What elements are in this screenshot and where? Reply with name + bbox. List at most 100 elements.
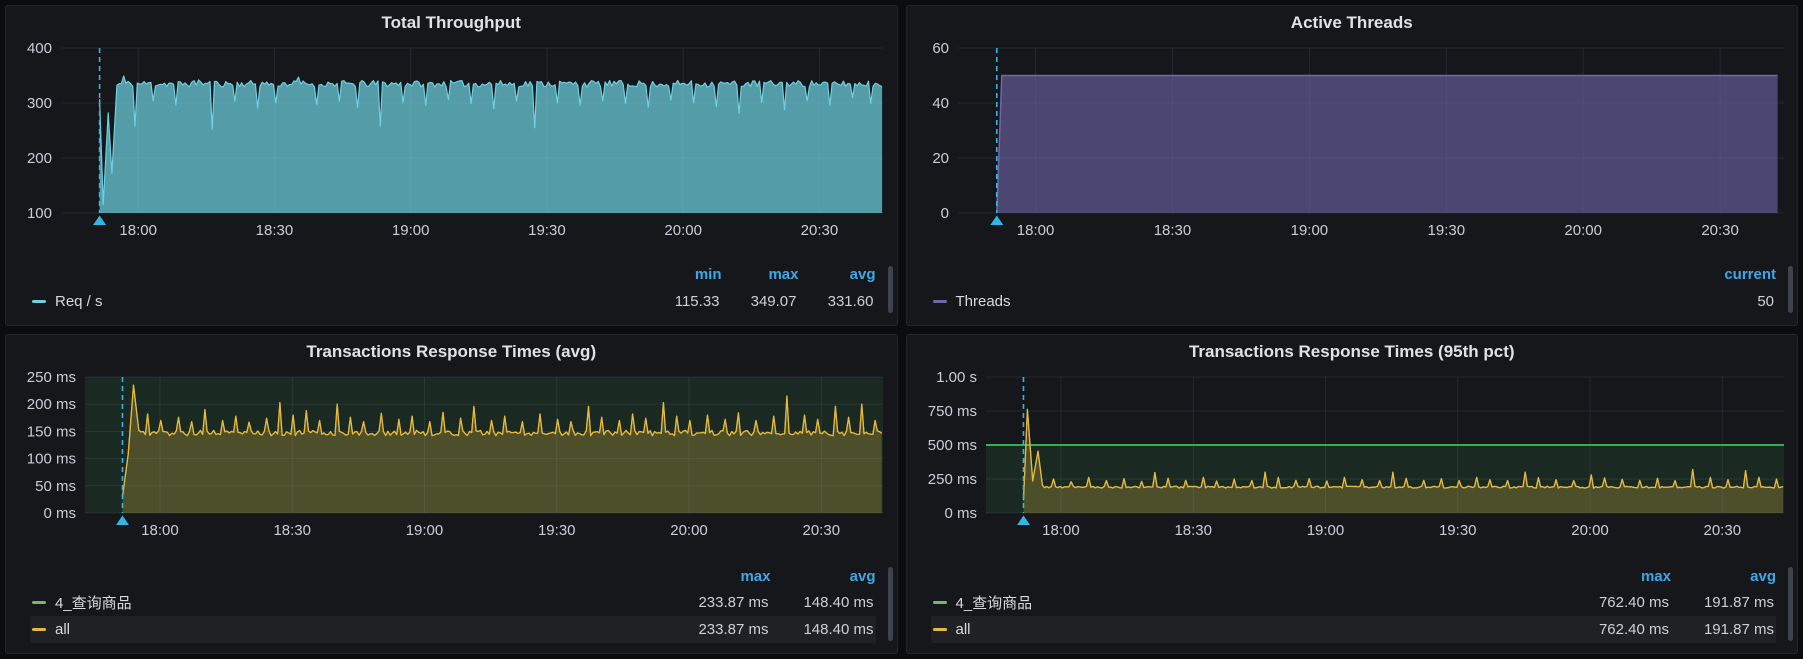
series-area-0 xyxy=(99,76,883,213)
legend-values: 233.87 ms 148.40 ms xyxy=(664,621,873,638)
series-area-0 xyxy=(996,75,1778,213)
response-times-avg-chart[interactable]: 0 ms 50 ms 100 ms 150 ms 200 ms 250 ms 18:00 18… xyxy=(15,369,889,543)
legend-column-header-avg[interactable]: avg xyxy=(849,567,876,585)
y-axis-tick-label: 200 xyxy=(27,150,52,167)
legend-scrollbar[interactable] xyxy=(1788,265,1793,313)
x-axis-tick-label: 18:00 xyxy=(1016,222,1054,239)
series-area-0 xyxy=(122,384,882,513)
series-line-0 xyxy=(99,75,883,206)
legend-values: 762.40 ms 191.87 ms xyxy=(1564,594,1774,611)
y-axis-tick-label: 20 xyxy=(932,150,949,167)
series-line-1 xyxy=(1022,408,1783,500)
legend-row: 4_查询商品 762.40 ms 191.87 ms xyxy=(931,589,1777,616)
legend-column-header-max[interactable]: max xyxy=(740,567,771,585)
x-axis-tick-label: 18:30 xyxy=(256,222,294,239)
series-line-1 xyxy=(121,384,883,497)
legend-series-label[interactable]: Threads xyxy=(955,292,1011,310)
legend-stat-value: 349.07 xyxy=(750,292,797,310)
series-color-marker-icon xyxy=(932,601,947,604)
y-axis-tick-label: 150 ms xyxy=(27,423,76,440)
series-color-marker-icon xyxy=(932,628,947,631)
x-axis-tick-label: 18:30 xyxy=(1174,522,1212,539)
annotation-marker-icon[interactable] xyxy=(989,215,1003,226)
x-axis-tick-label: 18:00 xyxy=(141,522,179,539)
annotation-marker-icon[interactable] xyxy=(116,515,129,525)
x-axis-tick-label: 19:30 xyxy=(1438,522,1476,539)
legend-rows: 4_查询商品 762.40 ms 191.87 ms all 762.40 ms 191.… xyxy=(930,589,1777,643)
legend-series-label[interactable]: 4_查询商品 xyxy=(955,595,1033,612)
y-axis-tick-label: 100 ms xyxy=(27,450,76,467)
panel-response-times-95th: Transactions Response Times (95th pct) 0… xyxy=(905,333,1798,654)
x-axis-tick-label: 20:30 xyxy=(803,522,841,539)
y-axis-tick-label: 50 ms xyxy=(35,477,76,494)
x-axis-tick-label: 18:30 xyxy=(1153,222,1191,239)
panel-total-throughput: Total Throughput 100 200 300 400 18:00 18:30 1… xyxy=(5,5,898,326)
legend-column-header-max[interactable]: max xyxy=(1640,567,1671,585)
chart-area: 0 20 40 60 18:00 18:30 19:00 19:30 20:00 20:30 xyxy=(907,38,1798,243)
threshold-ok-region xyxy=(85,376,883,513)
y-axis-tick-label: 1.00 s xyxy=(936,369,977,386)
series-color-marker-icon xyxy=(32,628,46,631)
legend-series-label[interactable]: all xyxy=(55,621,71,638)
legend-scrollbar[interactable] xyxy=(887,265,893,313)
legend-stat-value: 331.60 xyxy=(827,292,874,310)
legend-series-label[interactable]: 4_查询商品 xyxy=(55,595,132,612)
legend-rows: Req / s 115.33 349.07 331.60 xyxy=(30,288,876,315)
annotation-marker-icon[interactable] xyxy=(93,215,107,226)
legend-scrollbar[interactable] xyxy=(1788,567,1793,641)
y-axis-tick-label: 0 ms xyxy=(944,505,977,522)
legend-rows: 4_查询商品 233.87 ms 148.40 ms all 233.87 ms 148.… xyxy=(30,589,876,643)
legend-column-header-min[interactable]: min xyxy=(694,266,722,283)
legend-row: all 762.40 ms 191.87 ms xyxy=(930,616,1776,643)
y-axis-tick-label: 200 ms xyxy=(27,396,76,413)
y-axis-tick-label: 250 ms xyxy=(27,369,76,386)
x-axis-tick-label: 20:30 xyxy=(1703,522,1741,539)
legend-series-label[interactable]: Req / s xyxy=(55,292,103,310)
x-axis-tick-label: 19:00 xyxy=(1306,522,1344,539)
legend-total-throughput: min max avg Req / s 115.33 349.07 331.60 xyxy=(6,262,897,325)
threshold-ok-region xyxy=(985,444,1784,513)
legend-rows: Threads 50 xyxy=(931,288,1777,315)
legend-stat-value: 115.33 xyxy=(674,292,720,310)
legend-header: min max avg xyxy=(30,262,876,288)
series-area-1 xyxy=(122,384,882,513)
y-axis-tick-label: 250 ms xyxy=(927,471,976,488)
legend-stat-value: 762.40 ms xyxy=(1598,621,1669,638)
panel-title-active-threads[interactable]: Active Threads xyxy=(1290,13,1413,32)
total-throughput-chart[interactable]: 100 200 300 400 18:00 18:30 19:00 19:30 20:00 20:… xyxy=(15,40,889,243)
legend-header: max avg xyxy=(931,563,1776,589)
x-axis-tick-label: 20:30 xyxy=(1701,222,1739,239)
x-axis-tick-label: 20:00 xyxy=(664,222,702,239)
chart-area: 0 ms 250 ms 500 ms 750 ms 1.00 s 18:00 18:30 19… xyxy=(907,367,1798,543)
y-axis-tick-label: 300 xyxy=(27,95,52,112)
legend-response-times-95th: max avg 4_查询商品 762.40 ms 191.87 ms all 762.40 … xyxy=(907,563,1798,653)
legend-stat-value: 50 xyxy=(1757,292,1774,310)
legend-column-header-avg[interactable]: avg xyxy=(1750,567,1776,585)
panel-title-total-throughput[interactable]: Total Throughput xyxy=(381,13,521,32)
legend-row: Req / s 115.33 349.07 331.60 xyxy=(30,288,876,315)
active-threads-chart[interactable]: 0 20 40 60 18:00 18:30 19:00 19:30 20:00 20:30 xyxy=(916,40,1790,243)
panel-active-threads: Active Threads 0 20 40 60 18:00 18:30 19:00 19:… xyxy=(905,5,1798,326)
y-axis-tick-label: 40 xyxy=(932,95,949,112)
legend-values: 233.87 ms 148.40 ms xyxy=(664,594,873,611)
series-color-marker-icon xyxy=(32,299,46,303)
x-axis-tick-label: 19:00 xyxy=(392,222,430,239)
x-axis-tick-label: 20:00 xyxy=(670,522,708,539)
legend-column-header-max[interactable]: max xyxy=(768,266,799,283)
legend-active-threads: current Threads 50 xyxy=(907,262,1798,325)
series-color-marker-icon xyxy=(32,601,46,604)
legend-series-label[interactable]: all xyxy=(955,621,971,638)
legend-scrollbar[interactable] xyxy=(887,567,893,641)
panel-title-response-times-avg[interactable]: Transactions Response Times (avg) xyxy=(306,341,597,361)
chart-area: 100 200 300 400 18:00 18:30 19:00 19:30 20:00 20:… xyxy=(6,38,897,243)
annotation-marker-icon[interactable] xyxy=(1016,515,1030,525)
legend-values: 115.33 349.07 331.60 xyxy=(643,293,874,310)
response-times-95th-chart[interactable]: 0 ms 250 ms 500 ms 750 ms 1.00 s 18:00 18:30 19… xyxy=(916,369,1790,543)
panel-title-response-times-95th[interactable]: Transactions Response Times (95th pct) xyxy=(1188,341,1515,361)
legend-column-header-current[interactable]: current xyxy=(1724,266,1776,283)
x-axis-tick-label: 18:00 xyxy=(1042,522,1080,539)
x-axis-tick-label: 18:00 xyxy=(119,222,157,239)
legend-column-header-avg[interactable]: avg xyxy=(849,266,876,283)
y-axis-tick-label: 60 xyxy=(932,40,949,57)
